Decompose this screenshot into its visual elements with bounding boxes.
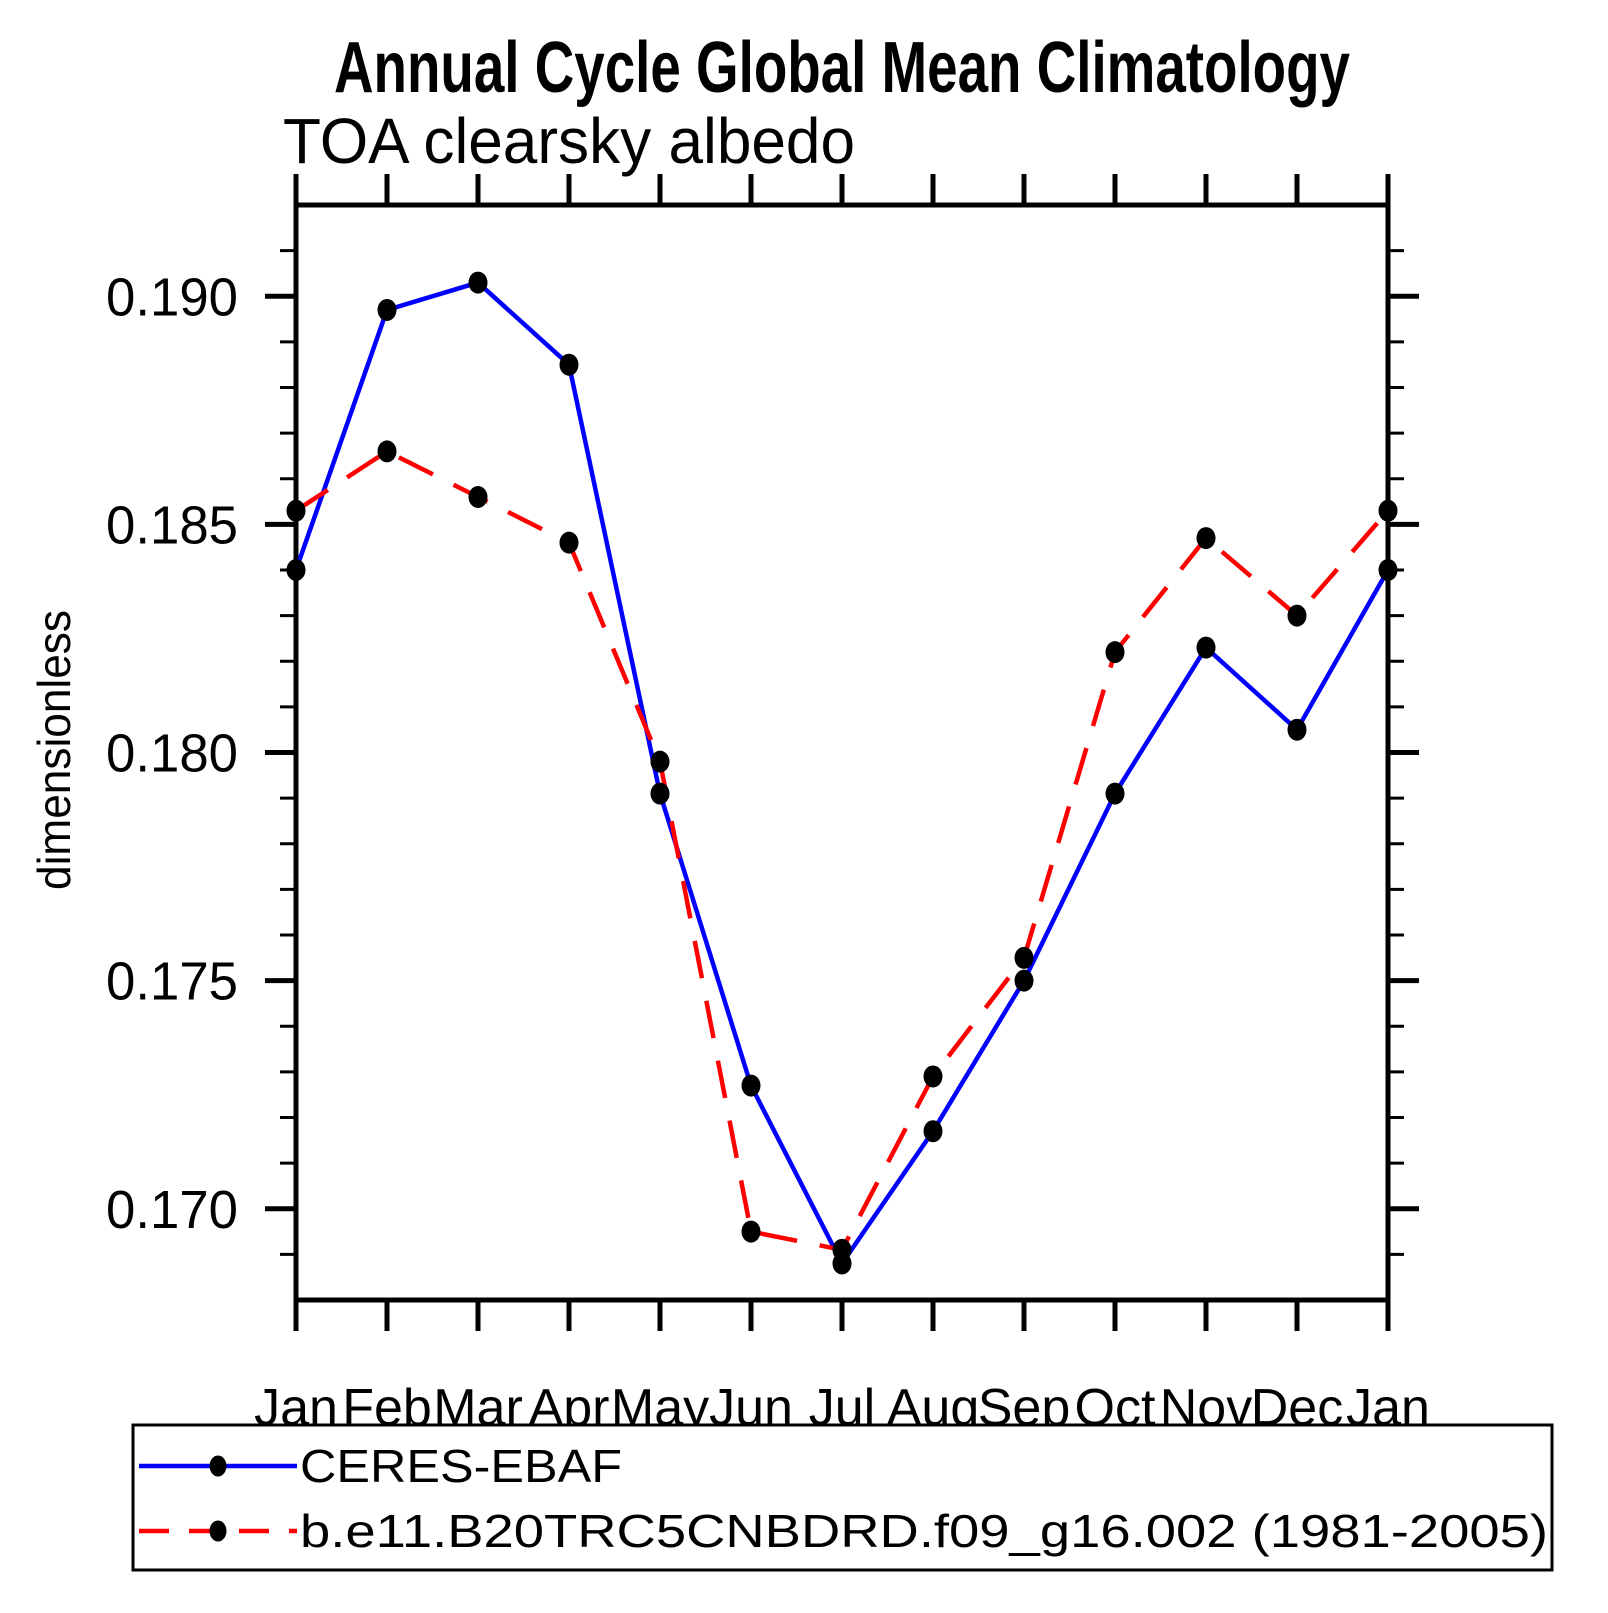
y-axis-tick-label: 0.180 [106,724,238,784]
data-point-marker [468,486,488,508]
data-point-marker [832,1238,852,1261]
data-point-marker [1196,527,1216,550]
legend-box-group: CERES-EBAF b.e11.B20TRC5CNBDRD.f09_g16.00… [131,1423,1554,1572]
data-point-marker [286,499,306,522]
data-point-marker [1014,946,1034,969]
series-lines [293,280,1390,1268]
y-axis-tick-label: 0.190 [106,267,238,327]
y-axis-label: dimensionless [28,610,80,890]
data-point-marker [923,1065,943,1088]
legend-marker-1 [209,1520,227,1542]
data-point-marker [377,298,397,321]
y-axis-tick-label: 0.185 [106,495,238,555]
data-point-marker [559,531,579,554]
data-point-marker [286,559,306,581]
plot-border [293,202,1391,1303]
data-point-marker [1378,499,1398,522]
legend-items: CERES-EBAF b.e11.B20TRC5CNBDRD.f09_g16.00… [139,1440,1548,1557]
series-line-1 [294,448,1390,1253]
data-point-marker [468,271,488,294]
legend-box [131,1423,1554,1572]
data-point-marker [741,1074,761,1097]
legend-label-1: b.e11.B20TRC5CNBDRD.f09_g16.002 (1981-20… [300,1505,1548,1557]
data-point-marker [741,1220,761,1243]
data-point-marker [559,353,579,376]
y-axis-tick-label: 0.170 [106,1180,238,1240]
chart-subtitle: TOA clearsky albedo [283,105,855,177]
data-point-marker [377,440,397,463]
y-axis-tick-label: 0.175 [106,952,238,1012]
data-point-marker [650,750,670,773]
legend-label-0: CERES-EBAF [300,1440,622,1492]
data-point-marker [650,782,670,805]
data-point-marker [1105,782,1125,805]
data-point-marker [1378,559,1398,581]
data-point-markers [286,271,1398,1275]
series-line-0 [293,280,1390,1268]
data-point-marker [1105,641,1125,664]
legend-marker-0 [209,1455,227,1477]
data-point-marker [1287,604,1307,627]
data-point-marker [923,1120,943,1143]
chart-title: Annual Cycle Global Mean Climatology [334,28,1350,108]
data-point-marker [1196,636,1216,659]
data-point-marker [1287,718,1307,741]
data-point-marker [1014,969,1034,992]
